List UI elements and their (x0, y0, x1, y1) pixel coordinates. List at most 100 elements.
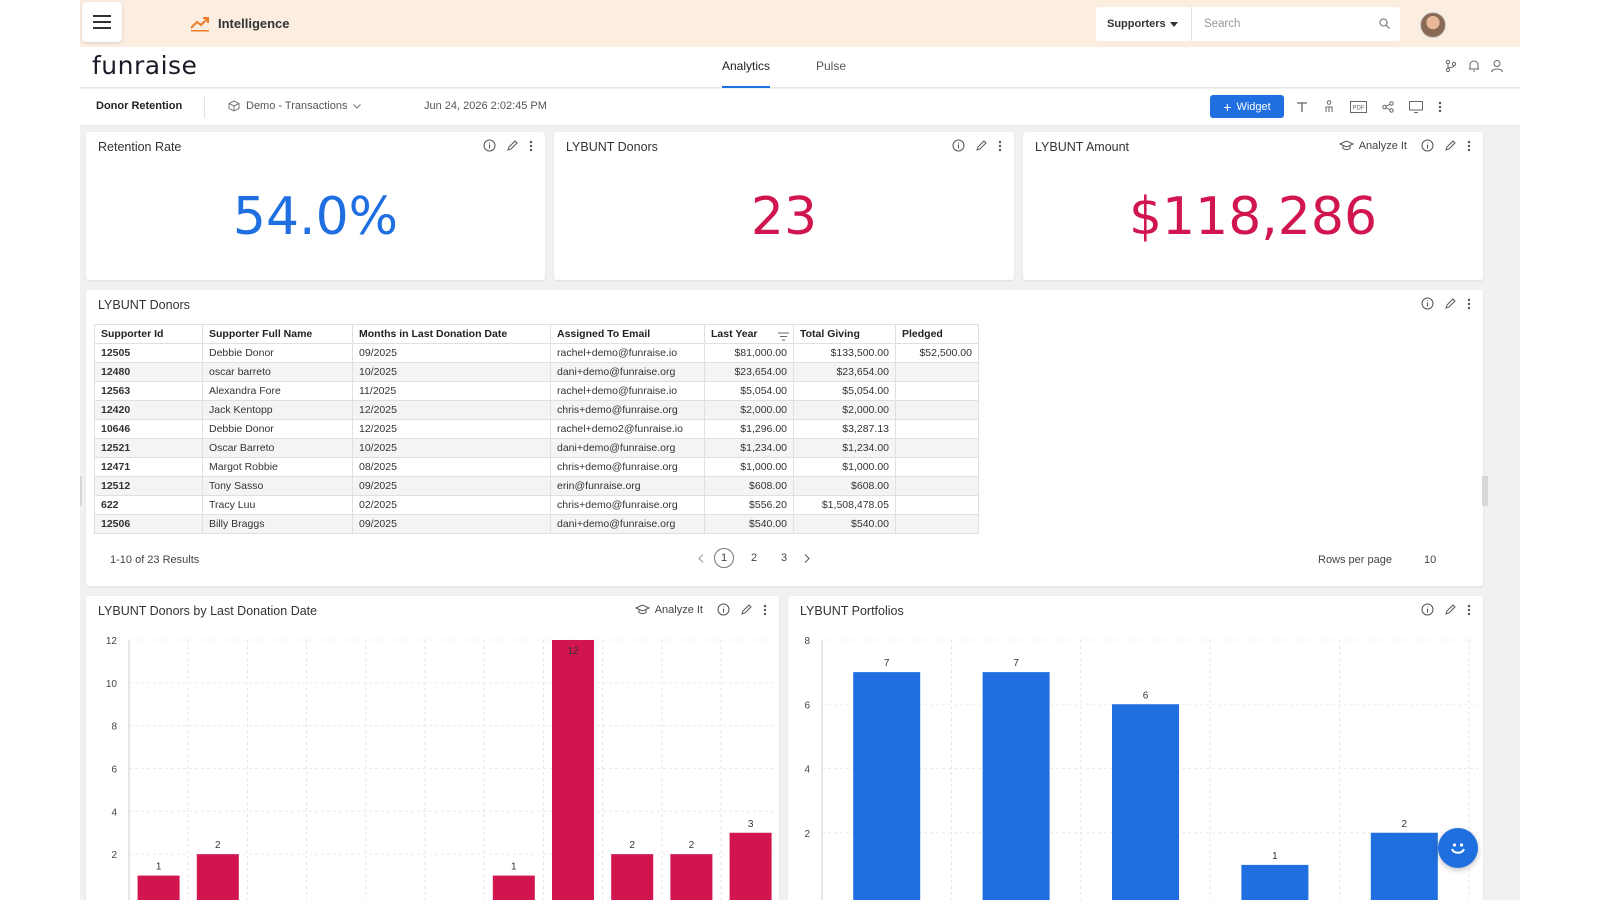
bar (982, 672, 1050, 900)
more-vertical-icon[interactable] (1467, 298, 1471, 310)
tab-analytics[interactable]: Analytics (722, 59, 771, 88)
table-cell: Debbie Donor (202, 343, 353, 363)
card-tools: Analyze It (1338, 139, 1471, 152)
text-icon[interactable] (1296, 101, 1308, 113)
table-row[interactable]: 12506 Billy Braggs 09/2025 dani+demo@funrai… (94, 514, 979, 534)
column-header[interactable]: Assigned To Email (550, 324, 705, 344)
table-row[interactable]: 622 Tracy Luu 02/2025 chris+demo@funraise.o… (94, 495, 979, 515)
bar (853, 672, 921, 900)
table-row[interactable]: 12512 Tony Sasso 09/2025 erin@funraise.org $… (94, 476, 979, 496)
y-tick-label: 10 (106, 679, 118, 690)
table-row[interactable]: 12505 Debbie Donor 09/2025 rachel+demo@funr… (94, 343, 979, 363)
supporters-dropdown[interactable]: Supporters (1096, 7, 1192, 41)
info-icon[interactable] (1421, 297, 1434, 310)
tab-pulse[interactable]: Pulse (816, 59, 847, 73)
user-avatar[interactable] (1420, 12, 1446, 38)
info-icon[interactable] (1421, 139, 1434, 152)
kpi-value: $118,286 (1128, 187, 1378, 247)
table-cell: $23,654.00 (704, 362, 794, 382)
column-header[interactable]: Months in Last Donation Date (352, 324, 551, 344)
bar (137, 875, 180, 900)
table-row[interactable]: 12480 oscar barreto 10/2025 dani+demo@funra… (94, 362, 979, 382)
add-widget-button[interactable]: + Widget (1210, 95, 1284, 118)
user-icon[interactable] (1490, 59, 1504, 73)
chevron-right-icon[interactable] (804, 553, 810, 563)
more-vertical-icon[interactable] (1467, 140, 1471, 152)
column-header[interactable]: Last Year (704, 324, 794, 344)
bar-value-label: 1 (511, 862, 517, 873)
table-cell: Tracy Luu (202, 495, 353, 515)
more-vertical-icon[interactable] (998, 140, 1002, 152)
pdf-icon[interactable]: PDF (1350, 100, 1367, 113)
search-input[interactable] (1204, 18, 1374, 30)
bar (1370, 832, 1438, 900)
card-tools: Analyze It (634, 603, 767, 616)
edit-icon[interactable] (506, 139, 519, 152)
more-vertical-icon[interactable] (763, 604, 767, 616)
bar-value-label: 7 (1013, 658, 1019, 669)
app-title: Intelligence (190, 14, 290, 32)
bar-value-label: 3 (748, 819, 754, 830)
page-button[interactable]: 2 (750, 552, 758, 564)
edit-icon[interactable] (975, 139, 988, 152)
left-panel-handle[interactable] (80, 476, 82, 506)
table-cell: rachel+demo@funraise.io (550, 343, 705, 363)
chat-assistant-button[interactable] (1438, 828, 1478, 868)
info-icon[interactable] (717, 603, 730, 616)
monitor-icon[interactable] (1409, 100, 1423, 113)
table-cell: Debbie Donor (202, 419, 353, 439)
more-vertical-icon[interactable] (1438, 101, 1442, 113)
right-panel-handle[interactable] (1482, 476, 1488, 506)
rows-per-page-select[interactable]: 10 (1424, 554, 1437, 566)
table-cell: Oscar Barreto (202, 438, 353, 458)
search-box[interactable] (1192, 7, 1400, 41)
table-cell: 12512 (94, 476, 203, 496)
table-row[interactable]: 12521 Oscar Barreto 10/2025 dani+demo@funra… (94, 438, 979, 458)
rows-per-page-label: Rows per page (1318, 554, 1392, 566)
table-row[interactable]: 12471 Margot Robbie 08/2025 chris+demo@funr… (94, 457, 979, 477)
hamburger-menu-button[interactable] (82, 2, 122, 42)
table-row[interactable]: 12420 Jack Kentopp 12/2025 chris+demo@funra… (94, 400, 979, 420)
search-icon[interactable] (1379, 18, 1390, 29)
analyze-it-button[interactable]: Analyze It (1338, 140, 1407, 152)
column-header[interactable]: Total Giving (793, 324, 896, 344)
filter-person-icon[interactable] (1323, 100, 1335, 113)
column-header[interactable]: Supporter Id (94, 324, 203, 344)
funraise-logo[interactable]: funraise (92, 51, 198, 80)
column-header[interactable]: Supporter Full Name (202, 324, 353, 344)
donors-by-date-chart-card: LYBUNT Donors by Last Donation Date Anal… (86, 596, 779, 900)
column-header-label: Last Year (711, 328, 758, 340)
table-row[interactable]: 10646 Debbie Donor 12/2025 rachel+demo2@fun… (94, 419, 979, 439)
page-button[interactable]: 1 (714, 548, 734, 568)
column-header[interactable]: Pledged (895, 324, 979, 344)
bar-value-label: 2 (215, 840, 221, 851)
analyze-it-button[interactable]: Analyze It (634, 604, 703, 616)
bell-icon[interactable] (1467, 59, 1481, 73)
bar-value-label: 6 (1143, 690, 1149, 701)
more-vertical-icon[interactable] (529, 140, 533, 152)
table-cell: $5,054.00 (704, 381, 794, 401)
share-icon[interactable] (1382, 100, 1394, 113)
page-button[interactable]: 3 (780, 552, 788, 564)
edit-icon[interactable] (1444, 603, 1457, 616)
chevron-left-icon[interactable] (698, 553, 704, 563)
lybunt-donors-table-card: LYBUNT Donors Supporter Id Supporter Ful… (86, 290, 1483, 586)
table-cell: $52,500.00 (895, 343, 979, 363)
more-vertical-icon[interactable] (1467, 604, 1471, 616)
edit-icon[interactable] (1444, 297, 1457, 310)
edit-icon[interactable] (740, 603, 753, 616)
edit-icon[interactable] (1444, 139, 1457, 152)
table-cell: 11/2025 (352, 381, 551, 401)
sort-icon[interactable] (778, 332, 789, 341)
table-cell: $5,054.00 (793, 381, 896, 401)
y-tick-label: 2 (804, 829, 810, 840)
info-icon[interactable] (1421, 603, 1434, 616)
branch-icon[interactable] (1444, 59, 1458, 73)
dataset-selector[interactable]: Demo - Transactions (228, 100, 362, 112)
plus-icon: + (1223, 98, 1232, 115)
table-row[interactable]: 12563 Alexandra Fore 11/2025 rachel+demo@fu… (94, 381, 979, 401)
info-icon[interactable] (952, 139, 965, 152)
bar (611, 854, 654, 900)
kpi-value: 23 (750, 187, 818, 247)
info-icon[interactable] (483, 139, 496, 152)
